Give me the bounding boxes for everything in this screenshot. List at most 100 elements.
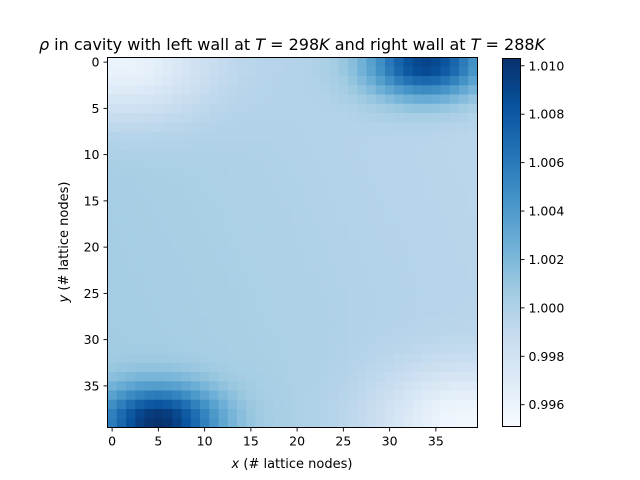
heatmap-cell bbox=[385, 187, 395, 197]
heatmap-cell bbox=[422, 122, 432, 132]
heatmap-cell bbox=[218, 298, 229, 308]
heatmap-cell bbox=[311, 150, 321, 160]
heatmap-cell bbox=[116, 372, 127, 382]
heatmap-cell bbox=[218, 214, 229, 225]
heatmap-cell bbox=[329, 353, 340, 364]
heatmap-cell bbox=[320, 113, 330, 123]
heatmap-cell bbox=[237, 298, 247, 308]
heatmap-cell bbox=[153, 76, 164, 86]
heatmap-cell bbox=[385, 381, 395, 391]
heatmap-cell bbox=[301, 85, 312, 95]
heatmap-cell bbox=[172, 140, 182, 151]
heatmap-cell bbox=[209, 270, 219, 280]
heatmap-cell bbox=[301, 113, 312, 123]
heatmap-cell bbox=[237, 103, 247, 114]
heatmap-cell bbox=[181, 224, 192, 234]
heatmap-cell bbox=[255, 270, 266, 280]
heatmap-cell bbox=[375, 288, 386, 299]
heatmap-cell bbox=[375, 214, 386, 225]
heatmap-cell bbox=[357, 251, 367, 262]
heatmap-cell bbox=[311, 57, 321, 68]
heatmap-cell bbox=[292, 224, 303, 234]
heatmap-cell bbox=[144, 288, 155, 299]
heatmap-cell bbox=[163, 131, 173, 142]
heatmap-cell bbox=[107, 224, 118, 234]
heatmap-cell bbox=[422, 233, 432, 243]
heatmap-cell bbox=[449, 325, 460, 336]
heatmap-cell bbox=[394, 409, 404, 419]
heatmap-cell bbox=[449, 344, 460, 354]
heatmap-cell bbox=[237, 325, 247, 336]
heatmap-cell bbox=[403, 409, 414, 419]
colorbar-tick-label: 0.998 bbox=[529, 349, 565, 364]
heatmap-cell bbox=[459, 196, 469, 206]
heatmap-cell bbox=[190, 372, 201, 382]
heatmap-cell bbox=[264, 390, 275, 401]
heatmap-cell bbox=[292, 233, 303, 243]
heatmap-cell bbox=[144, 150, 155, 160]
heatmap-cell bbox=[403, 214, 414, 225]
heatmap-cell bbox=[292, 288, 303, 299]
heatmap-cell bbox=[301, 94, 312, 105]
heatmap-cell bbox=[394, 94, 404, 105]
heatmap-cell bbox=[357, 113, 367, 123]
heatmap-cell bbox=[218, 187, 229, 197]
heatmap-cell bbox=[459, 103, 469, 114]
heatmap-cell bbox=[357, 261, 367, 271]
heatmap-cell bbox=[135, 298, 145, 308]
heatmap-cell bbox=[126, 140, 136, 151]
heatmap-cell bbox=[274, 187, 284, 197]
heatmap-cell bbox=[255, 85, 266, 95]
heatmap-cell bbox=[431, 270, 441, 280]
heatmap-cell bbox=[338, 103, 349, 114]
title-part-2: and right wall at bbox=[330, 35, 471, 54]
heatmap-cell bbox=[181, 279, 192, 290]
heatmap-cell bbox=[218, 168, 229, 179]
heatmap-cell bbox=[209, 288, 219, 299]
heatmap-cell bbox=[431, 187, 441, 197]
heatmap-cell bbox=[237, 390, 247, 401]
heatmap-cell bbox=[218, 335, 229, 345]
heatmap-cell bbox=[394, 325, 404, 336]
heatmap-cell bbox=[394, 418, 404, 428]
heatmap-cell bbox=[135, 85, 145, 95]
heatmap-cell bbox=[172, 390, 182, 401]
heatmap-cell bbox=[246, 390, 256, 401]
heatmap-cell bbox=[394, 242, 404, 253]
heatmap-cell bbox=[227, 409, 238, 419]
heatmap-cell bbox=[227, 279, 238, 290]
heatmap-cell bbox=[144, 242, 155, 253]
heatmap-cell bbox=[431, 85, 441, 95]
heatmap-cells bbox=[107, 57, 478, 428]
heatmap-cell bbox=[172, 205, 182, 216]
heatmap-cell bbox=[264, 122, 275, 132]
heatmap-cell bbox=[153, 233, 164, 243]
heatmap-cell bbox=[348, 140, 358, 151]
heatmap-cell bbox=[338, 224, 349, 234]
heatmap-cell bbox=[357, 85, 367, 95]
heatmap-cell bbox=[274, 131, 284, 142]
heatmap-cell bbox=[126, 325, 136, 336]
heatmap-cell bbox=[190, 390, 201, 401]
heatmap-cell bbox=[422, 307, 432, 317]
heatmap-cell bbox=[459, 251, 469, 262]
heatmap-cell bbox=[163, 168, 173, 179]
heatmap-cell bbox=[348, 76, 358, 86]
heatmap-cell bbox=[144, 353, 155, 364]
heatmap-cell bbox=[264, 372, 275, 382]
heatmap-cell bbox=[329, 113, 340, 123]
heatmap-cell bbox=[329, 131, 340, 142]
heatmap-cell bbox=[274, 325, 284, 336]
heatmap-cell bbox=[394, 214, 404, 225]
heatmap-cell bbox=[163, 233, 173, 243]
heatmap-cell bbox=[338, 131, 349, 142]
heatmap-cell bbox=[431, 159, 441, 169]
heatmap-cell bbox=[264, 251, 275, 262]
heatmap-cell bbox=[375, 251, 386, 262]
heatmap-cell bbox=[385, 261, 395, 271]
heatmap-cell bbox=[468, 131, 478, 142]
chart-title: ρ in cavity with left wall at T = 298K a… bbox=[39, 35, 547, 54]
heatmap-cell bbox=[338, 177, 349, 188]
heatmap-cell bbox=[431, 298, 441, 308]
heatmap-cell bbox=[348, 372, 358, 382]
